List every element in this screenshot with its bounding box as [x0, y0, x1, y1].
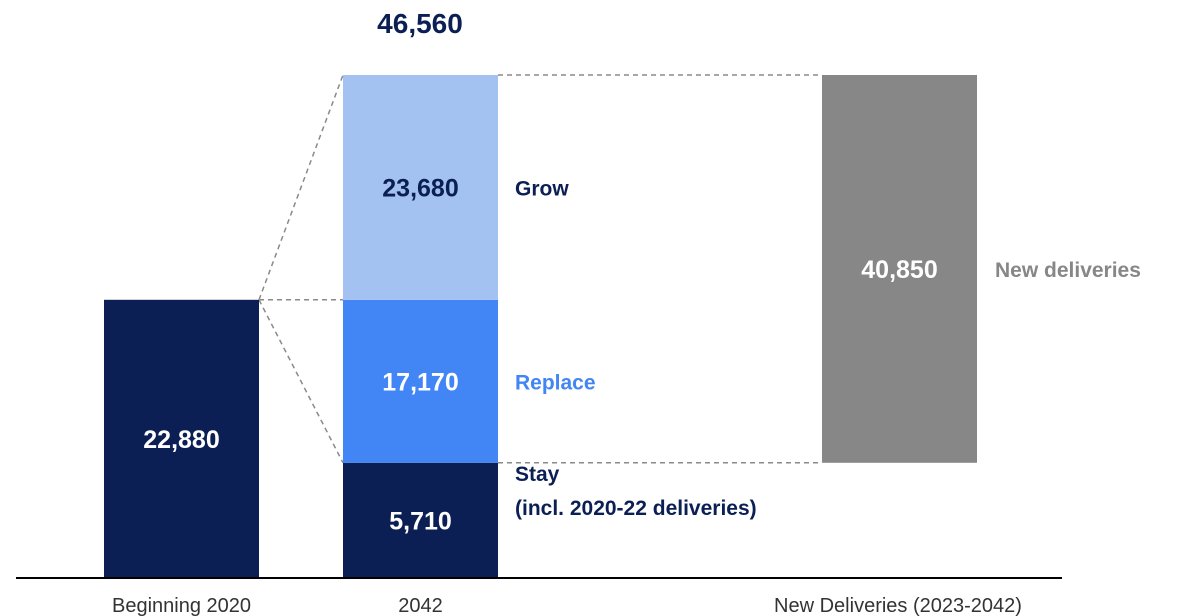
- bars-group: [104, 75, 977, 578]
- segment-name-stay-note: (incl. 2020-22 deliveries): [515, 497, 757, 520]
- segment-name-replace: Replace: [515, 371, 596, 394]
- segment-name-new-deliveries: New deliveries: [995, 259, 1141, 282]
- segment-name-grow: Grow: [515, 177, 569, 200]
- connector-lines: [258, 74, 822, 464]
- connector-to-total-top: [258, 74, 344, 301]
- total-label: 46,560: [377, 8, 463, 39]
- category-label-2042: 2042: [398, 595, 443, 616]
- bar-2042-23-680: [343, 75, 498, 300]
- value-label-17-170: 17,170: [382, 368, 458, 396]
- bar-2042-5-710: [343, 462, 498, 578]
- category-label-beginning-2020: Beginning 2020: [112, 595, 251, 616]
- bar-beginning-2020-22-880: [104, 299, 259, 578]
- segment-name-stay: Stay: [515, 463, 560, 486]
- category-label-new-deliveries-2023-2042: New Deliveries (2023-2042): [774, 595, 1022, 616]
- labels-group: 22,880 Beginning 2020 5,710 17,170 23,680 204…: [112, 8, 1141, 616]
- value-label-5-710: 5,710: [389, 507, 452, 535]
- value-label-40-850: 40,850: [861, 256, 937, 284]
- value-label-22-880: 22,880: [143, 426, 219, 454]
- connector-to-stay-top: [258, 299, 344, 464]
- value-label-23-680: 23,680: [382, 174, 458, 202]
- bar-2042-17-170: [343, 299, 498, 463]
- bar-new-deliveries-2023-2042-40-850: [822, 75, 977, 463]
